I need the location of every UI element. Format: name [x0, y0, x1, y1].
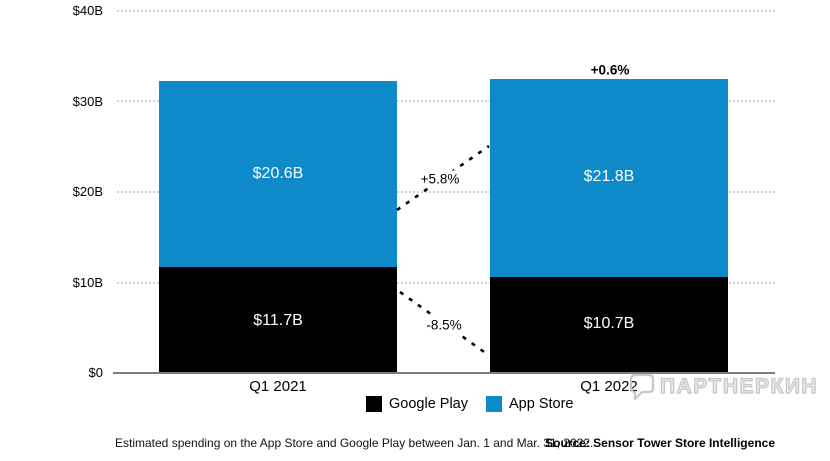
- y-axis-tick-label: $30B: [72, 94, 103, 109]
- bar-segment-googleplay-q1-2022: [490, 277, 728, 372]
- bar-segment-appstore-q1-2021: [159, 81, 397, 267]
- legend-swatch-appstore-icon: [486, 396, 502, 412]
- gridline-10b: [117, 282, 775, 284]
- annotation-appstore-change: +5.8%: [416, 170, 464, 188]
- legend-swatch-googleplay-icon: [366, 396, 382, 412]
- y-axis-tick-label: $10B: [72, 275, 103, 290]
- legend: Google Play App Store: [366, 396, 574, 412]
- watermark: ПАРТНЕРКИН: [629, 372, 818, 402]
- x-axis-line: [113, 372, 775, 374]
- legend-label-appstore: App Store: [509, 396, 574, 412]
- bar-segment-googleplay-q1-2021: [159, 267, 397, 372]
- legend-label-googleplay: Google Play: [389, 396, 468, 412]
- gridline-30b: [117, 100, 775, 102]
- caption: Estimated spending on the App Store and …: [115, 436, 594, 450]
- annotation-googleplay-change: -8.5%: [422, 316, 466, 334]
- y-axis-tick-label: $0: [88, 365, 103, 380]
- annotation-total-change: +0.6%: [590, 62, 630, 78]
- segment-value-label: $10.7B: [583, 315, 635, 332]
- segment-value-label: $20.6B: [252, 165, 304, 182]
- source-credit: Source: Sensor Tower Store Intelligence: [545, 436, 775, 450]
- bar-segment-appstore-q1-2022: [490, 79, 728, 277]
- y-axis-tick-label: $40B: [72, 3, 103, 18]
- segment-value-label: $21.8B: [583, 168, 635, 185]
- x-axis-label-q1-2021: Q1 2021: [249, 378, 307, 395]
- y-axis-tick-label: $20B: [72, 184, 103, 199]
- segment-value-label: $11.7B: [253, 312, 303, 329]
- speech-bubble-icon: [629, 373, 655, 401]
- x-axis-label-q1-2022: Q1 2022: [580, 378, 638, 395]
- watermark-text: ПАРТНЕРКИН: [659, 374, 819, 398]
- gridline-40b: [117, 10, 775, 12]
